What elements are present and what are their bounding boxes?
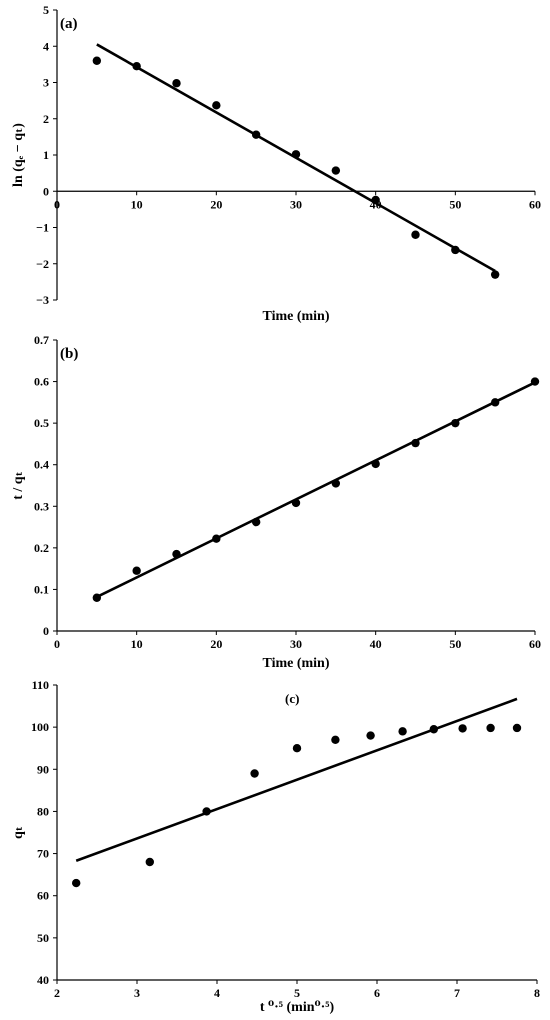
x-axis-label: Time (min) <box>262 309 329 324</box>
data-point <box>172 79 181 88</box>
y-tick-label: 0.3 <box>34 499 49 513</box>
panel-label: (c) <box>285 691 299 706</box>
y-tick-label: 80 <box>37 804 49 818</box>
data-point <box>411 438 420 448</box>
data-point <box>331 166 341 175</box>
data-point <box>292 744 302 753</box>
data-point <box>251 130 261 139</box>
y-tick-label: 0.2 <box>34 541 49 555</box>
fit-line <box>96 381 536 599</box>
x-tick-label: 6 <box>374 986 380 1000</box>
data-point <box>291 150 301 159</box>
data-point <box>530 377 540 386</box>
y-tick-label: 0.5 <box>34 416 49 430</box>
fit-line <box>75 697 518 862</box>
data-point <box>172 549 181 559</box>
y-tick-label: 0.4 <box>34 458 49 472</box>
x-tick-label: 10 <box>131 197 143 211</box>
x-tick-label: 10 <box>131 637 143 651</box>
y-tick-label: −2 <box>36 257 49 271</box>
x-tick-label: 40 <box>370 637 382 651</box>
y-tick-label: 100 <box>31 720 49 734</box>
y-tick-label: 3 <box>43 76 49 90</box>
panel-label: (b) <box>60 346 78 362</box>
data-point <box>250 769 259 778</box>
x-tick-label: 20 <box>210 197 222 211</box>
y-tick-label: 90 <box>37 762 49 776</box>
data-point <box>398 727 407 736</box>
y-tick-label: 0 <box>43 184 49 198</box>
x-tick-label: 60 <box>529 197 541 211</box>
x-tick-label: 20 <box>210 637 222 651</box>
data-point <box>132 61 141 71</box>
y-tick-label: 110 <box>32 678 49 692</box>
data-point <box>132 566 141 575</box>
y-tick-label: −3 <box>36 293 49 307</box>
y-tick-label: 40 <box>37 973 49 987</box>
y-tick-label: 0.7 <box>34 333 49 347</box>
data-point <box>212 534 221 543</box>
y-tick-label: 0.1 <box>34 582 49 596</box>
data-point <box>366 731 375 740</box>
y-tick-label: 1 <box>43 148 49 162</box>
x-tick-label: 0 <box>54 197 60 211</box>
x-tick-label: 5 <box>294 986 300 1000</box>
data-point <box>490 270 500 279</box>
data-point <box>212 101 221 110</box>
y-tick-label: 50 <box>37 931 49 945</box>
x-axis-label: t ⁰·⁵ (min⁰·⁵) <box>260 1000 335 1015</box>
x-tick-label: 50 <box>449 197 461 211</box>
data-point <box>202 807 211 816</box>
y-axis-label: qₜ <box>11 826 26 839</box>
y-tick-label: 2 <box>43 112 49 126</box>
data-point <box>411 230 420 239</box>
x-tick-label: 0 <box>54 637 60 651</box>
y-tick-label: −1 <box>36 221 49 235</box>
x-tick-label: 7 <box>454 986 460 1000</box>
data-point <box>92 56 102 65</box>
data-point <box>251 517 261 527</box>
data-point <box>92 593 102 602</box>
y-axis-label: t / qₜ <box>11 471 26 500</box>
data-point <box>331 479 341 488</box>
data-point <box>371 459 380 469</box>
data-point <box>451 418 460 428</box>
chart-panel-1: −3−2−10123450102030405060Time (min)ln (q… <box>11 3 541 324</box>
x-tick-label: 4 <box>214 986 220 1000</box>
data-point <box>451 245 460 255</box>
x-axis-label: Time (min) <box>262 656 329 671</box>
x-tick-label: 2 <box>54 986 60 1000</box>
x-tick-label: 50 <box>449 637 461 651</box>
panel-label: (a) <box>60 16 78 32</box>
y-tick-label: 5 <box>43 3 49 17</box>
data-point <box>331 735 340 744</box>
x-tick-label: 30 <box>290 637 302 651</box>
x-tick-label: 3 <box>134 986 140 1000</box>
data-point <box>72 878 81 888</box>
data-point <box>145 857 154 867</box>
data-point <box>291 498 301 508</box>
data-point <box>429 725 438 734</box>
x-tick-label: 8 <box>534 986 540 1000</box>
y-tick-label: 70 <box>37 847 49 861</box>
x-tick-label: 30 <box>290 197 302 211</box>
data-point <box>486 723 495 733</box>
chart-panel-3: 40 50 60 70 80 90 100 110 2 3 4 5 6 7 8 t ⁰·⁵ (min⁰·⁵) q… <box>11 678 540 1015</box>
y-tick-label: 0 <box>43 624 49 638</box>
data-point <box>512 723 522 733</box>
data-point <box>490 398 500 407</box>
y-tick-label: 0.6 <box>34 375 49 389</box>
data-point <box>458 724 467 733</box>
y-tick-label: 4 <box>43 39 49 53</box>
x-tick-label: 60 <box>529 637 541 651</box>
y-tick-label: 60 <box>37 889 49 903</box>
y-axis-label: ln (qₑ − qₜ) <box>11 123 26 187</box>
data-point <box>371 195 380 205</box>
chart-panel-2: 0 0.1 0.2 0.3 0.4 0.5 0.6 0.7 0 10 20 30 40 50 60 Time … <box>11 333 541 671</box>
